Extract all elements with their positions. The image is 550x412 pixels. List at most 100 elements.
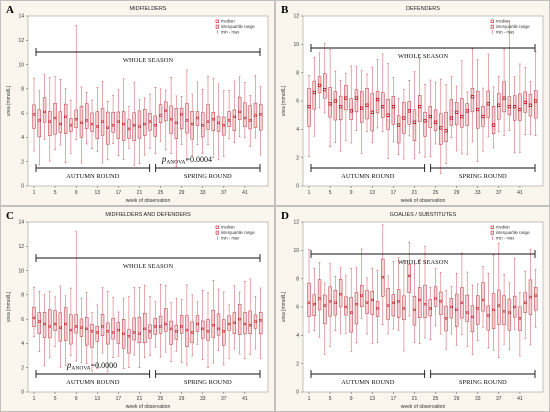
- box-week-13: [370, 66, 374, 144]
- median-marker: [497, 103, 501, 107]
- iqr-box: [476, 295, 480, 325]
- box-week-14: [375, 270, 380, 343]
- y-tick-label: 10: [293, 248, 299, 254]
- median-marker: [434, 297, 437, 300]
- median-marker: [333, 99, 338, 103]
- autumn-round-bracket-label: AUTUMN ROUND: [341, 379, 395, 386]
- legend-median-label: median: [496, 19, 510, 24]
- box-week-43: [528, 81, 533, 135]
- median-marker: [175, 121, 178, 125]
- iqr-box: [211, 111, 215, 131]
- box-week-30: [460, 60, 464, 155]
- iqr-box: [423, 284, 427, 318]
- x-tick-label: 17: [391, 396, 397, 402]
- iqr-box: [69, 118, 73, 132]
- box-week-9: [349, 65, 353, 144]
- box-week-21: [137, 99, 142, 165]
- median-marker: [53, 322, 57, 326]
- box-week-4: [48, 77, 52, 162]
- box-week-23: [148, 93, 152, 149]
- median-marker: [180, 325, 183, 328]
- iqr-box: [481, 282, 485, 312]
- median-marker: [454, 110, 459, 114]
- box-week-16: [111, 95, 115, 144]
- median-marker: [476, 307, 479, 310]
- iqr-box: [164, 308, 168, 332]
- median-marker: [492, 308, 495, 312]
- iqr-box: [418, 95, 422, 122]
- median-marker: [175, 330, 178, 333]
- autumn-round-bracket-label: AUTUMN ROUND: [66, 173, 120, 180]
- box-week-18: [121, 297, 126, 369]
- box-week-39: [232, 285, 237, 350]
- box-week-31: [190, 93, 194, 157]
- median-marker: [238, 317, 241, 321]
- median-marker: [423, 119, 427, 123]
- x-tick-label: 9: [75, 190, 78, 196]
- box-week-23: [148, 296, 152, 357]
- box-week-22: [418, 259, 422, 344]
- iqr-box: [63, 307, 68, 341]
- box-week-10: [354, 66, 359, 131]
- median-marker: [481, 298, 485, 302]
- legend-iqr-label: interquartile range: [496, 230, 530, 235]
- panel-title: MIDFIELDERS AND DEFENDERS: [105, 212, 191, 218]
- x-axis-label: week of observation: [126, 404, 171, 410]
- median-marker: [486, 102, 490, 106]
- median-marker: [307, 301, 311, 304]
- iqr-box: [418, 287, 422, 318]
- x-tick-label: 41: [242, 396, 248, 402]
- median-marker: [59, 122, 62, 126]
- box-week-25: [158, 284, 163, 358]
- x-tick-label: 13: [369, 190, 375, 196]
- median-marker: [439, 126, 443, 130]
- box-week-10: [79, 298, 84, 363]
- box-week-14: [100, 80, 105, 164]
- iqr-box: [100, 314, 105, 336]
- median-marker: [169, 118, 173, 121]
- iqr-box: [333, 290, 338, 316]
- box-week-24: [428, 287, 432, 340]
- iqr-box: [179, 315, 184, 334]
- box-week-21: [137, 287, 142, 368]
- median-marker: [133, 124, 136, 127]
- box-week-23: [423, 246, 427, 339]
- legend-median-swatch: [490, 19, 494, 23]
- median-marker: [439, 300, 442, 303]
- iqr-box: [127, 119, 131, 139]
- box-week-43: [253, 296, 258, 350]
- box-week-44: [534, 51, 538, 136]
- whole-season-bracket: WHOLE SEASON: [35, 254, 261, 270]
- box-week-7: [338, 79, 343, 152]
- legend-minmax-label: min - max: [496, 235, 515, 240]
- x-tick-label: 29: [454, 190, 460, 196]
- spring-round-bracket-label: SPRING ROUND: [459, 379, 507, 386]
- median-marker: [38, 320, 41, 323]
- box-week-42: [248, 95, 252, 147]
- box-week-31: [465, 91, 469, 155]
- median-marker: [191, 331, 194, 334]
- y-axis-label: urea [mmol/L]: [281, 291, 287, 322]
- median-marker: [106, 126, 109, 129]
- box-week-3: [42, 74, 47, 140]
- box-week-35: [486, 53, 490, 138]
- median-marker: [529, 295, 532, 299]
- iqr-box: [248, 310, 252, 334]
- iqr-box: [106, 322, 110, 345]
- median-marker: [48, 120, 51, 123]
- legend-minmax-label: min - max: [221, 235, 240, 240]
- box-week-36: [216, 288, 221, 351]
- y-tick-label: 4: [21, 135, 24, 141]
- iqr-box: [227, 111, 231, 127]
- panel-title: GOALIES / SUBSTITUTES: [390, 212, 457, 218]
- box-week-19: [127, 106, 131, 149]
- x-tick-label: 1: [33, 190, 36, 196]
- x-tick-label: 37: [496, 396, 502, 402]
- median-marker: [32, 113, 36, 116]
- spring-round-bracket-label: SPRING ROUND: [459, 173, 507, 180]
- box-week-30: [185, 69, 189, 161]
- iqr-box: [211, 309, 215, 338]
- median-marker: [143, 122, 146, 126]
- median-marker: [355, 302, 358, 306]
